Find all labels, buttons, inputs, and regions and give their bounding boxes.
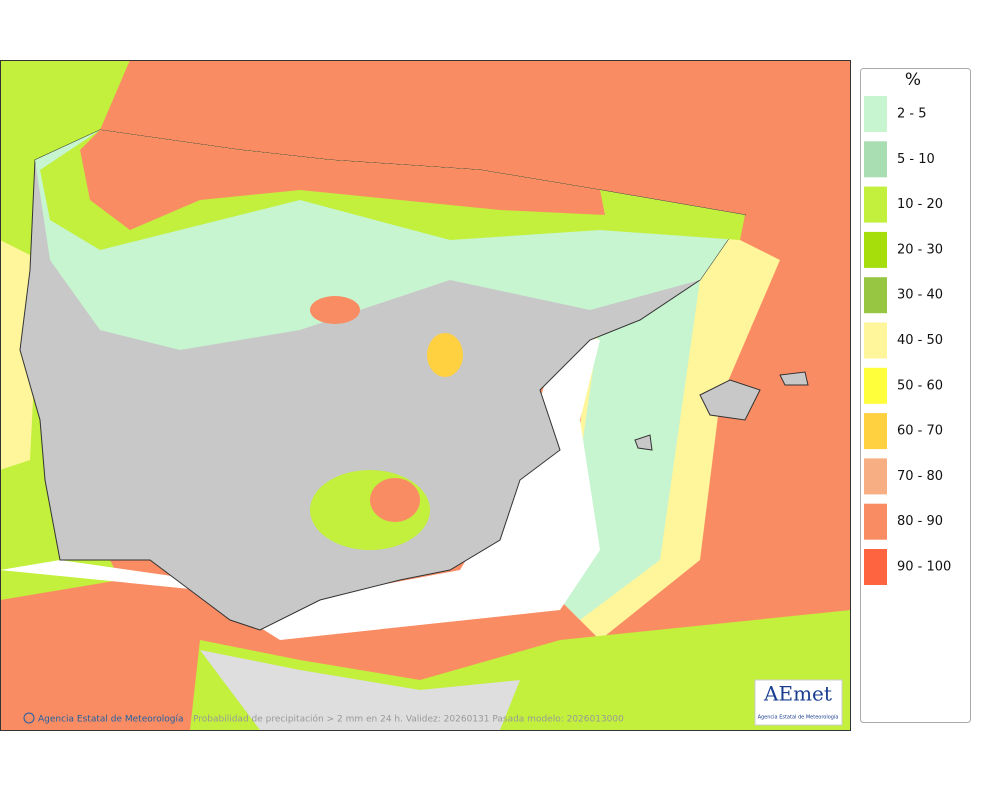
legend-label: 30 - 40: [897, 288, 943, 303]
legend-swatch: [864, 458, 887, 495]
legend-swatch: [864, 503, 887, 540]
logo-box: [754, 679, 843, 726]
legend-swatch: [864, 277, 887, 314]
caption: Probabilidad de precipitación > 2 mm en …: [193, 714, 624, 725]
legend-label: 2 - 5: [897, 107, 927, 122]
map-frame: [0, 60, 851, 731]
legend-label: 40 - 50: [897, 333, 943, 348]
north-band: [80, 130, 605, 230]
central-cell: [427, 333, 463, 377]
legend-box: [860, 68, 971, 723]
legend-label: 5 - 10: [897, 152, 935, 167]
legend-swatch: [864, 141, 887, 178]
legend: 2 - 5 5 - 10 10 - 20 20 - 30 30 - 40 40 - 50 5…: [864, 96, 951, 585]
legend-label: 10 - 20: [897, 197, 943, 212]
map: [1, 60, 851, 730]
central-cell: [310, 296, 360, 324]
legend-label: 20 - 30: [897, 242, 943, 257]
legend-label: 70 - 80: [897, 469, 943, 484]
legend-swatch: [864, 231, 887, 268]
legend-label: 50 - 60: [897, 378, 943, 393]
africa-land: [200, 650, 520, 730]
logo: AEmet: [763, 682, 832, 706]
legend-swatch: [864, 367, 887, 404]
legend-label: 90 - 100: [897, 560, 951, 575]
island: [699, 379, 761, 421]
island: [779, 371, 809, 386]
logo-subtitle: Agencia Estatal de Meteorología: [758, 714, 839, 721]
copyright-icon: [23, 712, 35, 724]
south-cell: [370, 478, 420, 522]
legend-swatch: [864, 96, 887, 132]
legend-title: %: [905, 70, 921, 90]
france: [100, 60, 770, 215]
legend-swatch: [864, 186, 887, 223]
legend-swatch: [864, 549, 887, 585]
credit: Agencia Estatal de Meteorología: [38, 715, 184, 725]
legend-label: 80 - 90: [897, 514, 943, 529]
legend-label: 60 - 70: [897, 424, 943, 439]
island: [634, 434, 653, 451]
sea-clear: [1, 330, 600, 640]
legend-swatch: [864, 413, 887, 450]
legend-swatch: [864, 322, 887, 359]
